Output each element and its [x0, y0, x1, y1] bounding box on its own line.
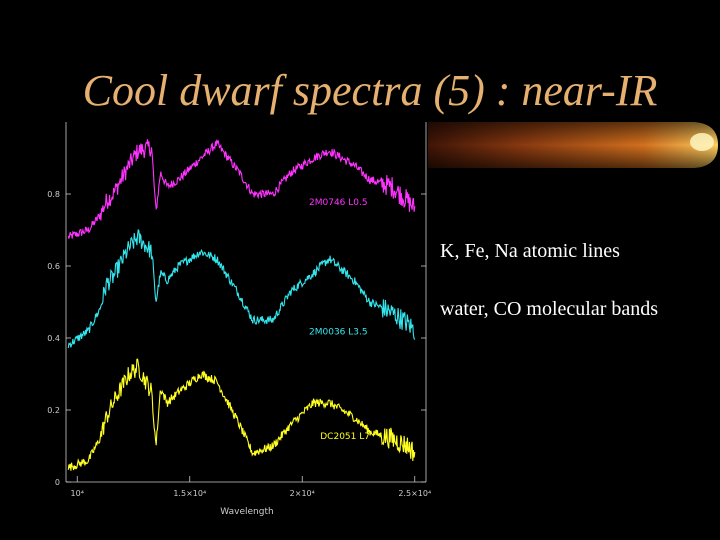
- x-tick-label: 2.5×10⁴: [398, 489, 431, 498]
- y-tick-label: 0.6: [47, 262, 60, 271]
- series-annotation-2: DC2051 L7: [320, 432, 370, 442]
- x-tick-label: 10⁴: [71, 489, 84, 498]
- bullet-molecular-bands: water, CO molecular bands: [440, 298, 659, 320]
- series-annotation-1: 2M0036 L3.5: [309, 327, 368, 337]
- series-line-1: [67, 228, 416, 348]
- series-annotation-0: 2M0746 L0.5: [309, 198, 368, 208]
- y-tick-label: 0.4: [47, 334, 60, 343]
- bullet-atomic-lines: K, Fe, Na atomic lines: [440, 240, 620, 262]
- slide-title: Cool dwarf spectra (5) : near-IR: [82, 66, 658, 115]
- y-tick-label: 0.8: [47, 190, 60, 199]
- x-tick-label: 2×10⁴: [290, 489, 315, 498]
- series-line-2: [67, 358, 416, 471]
- x-axis-label: Wavelength: [220, 507, 273, 517]
- decorative-glow-bar: [420, 122, 718, 168]
- plot-area: [60, 120, 428, 486]
- y-tick-label: 0: [55, 478, 60, 487]
- x-tick-label: 1.5×10⁴: [173, 489, 206, 498]
- y-tick-label: 0.2: [47, 406, 60, 415]
- series-line-0: [67, 139, 416, 239]
